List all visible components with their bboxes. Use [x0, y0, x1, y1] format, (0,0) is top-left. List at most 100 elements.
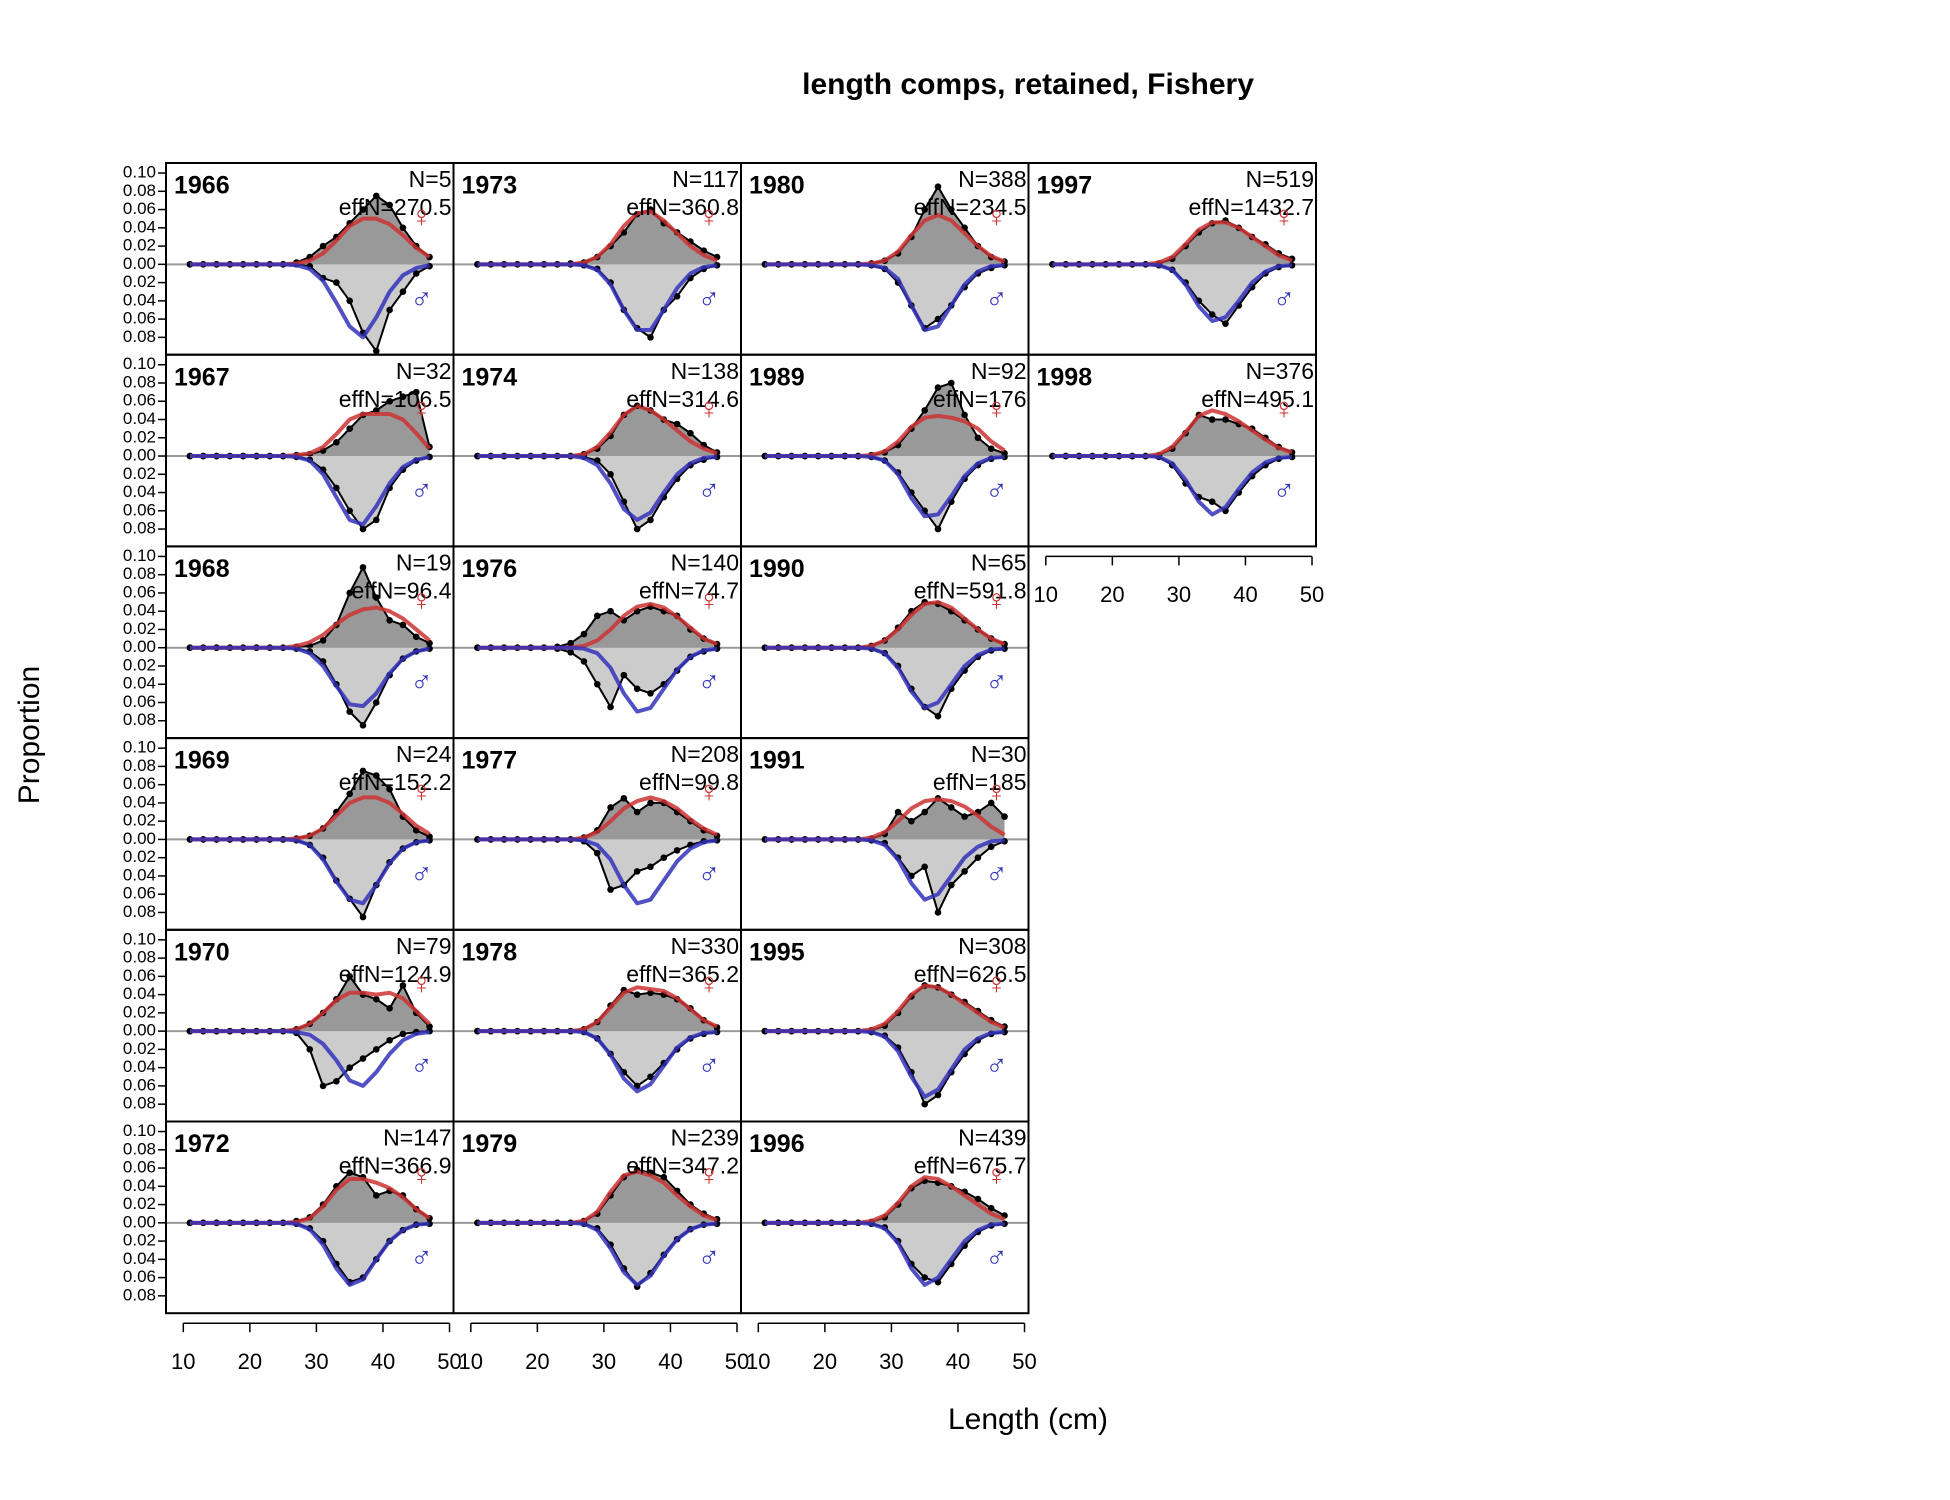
observed-point — [921, 1100, 928, 1108]
observed-point — [647, 863, 654, 871]
observed-point — [386, 1036, 393, 1044]
male-symbol: ♂ — [410, 1050, 433, 1083]
observed-area — [764, 839, 1005, 913]
y-tick-label: 0.06 — [123, 774, 156, 793]
x-tick-label: 40 — [1233, 582, 1257, 607]
female-symbol: ♀ — [410, 967, 433, 1000]
y-tick-label: 0.06 — [123, 391, 156, 410]
x-tick-label: 10 — [171, 1349, 195, 1374]
observed-point — [346, 790, 353, 798]
observed-area — [189, 1172, 430, 1223]
male-symbol: ♂ — [985, 1241, 1008, 1274]
observed-point — [386, 201, 393, 209]
observed-point — [921, 808, 928, 816]
y-tick-label: 0.04 — [123, 674, 156, 693]
observed-point — [987, 1204, 995, 1212]
male-symbol: ♂ — [410, 474, 433, 507]
observed-point — [607, 804, 614, 811]
female-symbol: ♀ — [410, 776, 433, 809]
expected-line — [1052, 262, 1293, 323]
observed-point — [974, 434, 982, 442]
male-symbol: ♂ — [985, 666, 1008, 699]
panel-effn: effN=74.7 — [639, 577, 739, 603]
observed-point — [386, 617, 393, 624]
y-tick-label: 0.10 — [123, 354, 156, 373]
observed-point — [346, 507, 353, 515]
observed-point — [894, 808, 902, 816]
female-symbol: ♀ — [1273, 201, 1296, 234]
observed-area — [189, 456, 430, 530]
observed-point — [974, 854, 982, 861]
panel-n: N=388 — [958, 166, 1026, 192]
y-tick-label: 0.08 — [123, 1139, 156, 1158]
observed-point — [373, 516, 380, 524]
panel-n: N=79 — [396, 933, 452, 959]
y-tick-label: 0.04 — [123, 1249, 156, 1268]
observed-point — [333, 279, 340, 286]
observed-area — [189, 839, 430, 918]
female-symbol: ♀ — [410, 201, 433, 234]
observed-point — [607, 607, 614, 615]
observed-point — [319, 242, 327, 250]
observed-point — [386, 306, 393, 314]
observed-point — [386, 397, 393, 405]
x-tick-label: 50 — [1300, 582, 1324, 607]
y-tick-label: 0.02 — [123, 464, 156, 483]
y-tick-label: 0.04 — [123, 792, 156, 811]
panel-effn: effN=347.2 — [626, 1153, 739, 1179]
male-symbol: ♂ — [698, 474, 721, 507]
y-tick-label: 0.00 — [123, 446, 156, 465]
observed-point — [386, 785, 393, 793]
observed-area — [477, 209, 718, 265]
observed-point — [399, 1030, 407, 1038]
observed-point — [934, 525, 942, 533]
female-symbol: ♀ — [410, 1159, 433, 1192]
male-symbol: ♂ — [1273, 283, 1296, 316]
observed-point — [346, 1169, 353, 1176]
y-tick-label: 0.06 — [123, 884, 156, 903]
y-tick-label: 0.04 — [123, 217, 156, 236]
observed-point — [346, 425, 353, 432]
observed-area — [477, 1031, 718, 1086]
panel-year: 1997 — [1037, 172, 1093, 200]
y-tick-label: 0.00 — [123, 1212, 156, 1231]
x-tick-label: 10 — [746, 1349, 770, 1374]
observed-point — [346, 589, 353, 597]
observed-area — [1052, 414, 1293, 457]
observed-point — [359, 722, 367, 729]
expected-line — [764, 1220, 1005, 1287]
y-tick-label: 0.00 — [123, 637, 156, 656]
observed-point — [319, 637, 327, 644]
observed-point — [412, 270, 420, 277]
observed-area — [477, 1222, 718, 1287]
panel-effn: effN=106.5 — [339, 386, 452, 412]
female-symbol: ♀ — [985, 1159, 1008, 1192]
observed-area — [477, 606, 718, 648]
y-tick-label: 0.08 — [123, 1094, 156, 1113]
x-tick-label: 20 — [525, 1349, 549, 1374]
observed-area — [764, 382, 1005, 457]
observed-point — [607, 470, 614, 478]
observed-point — [987, 843, 995, 851]
x-axis-label: Length (cm) — [948, 1403, 1108, 1436]
observed-point — [921, 1274, 928, 1281]
observed-point — [921, 863, 928, 871]
panel-year: 1996 — [749, 1130, 805, 1158]
y-tick-label: 0.06 — [123, 1158, 156, 1177]
expected-line — [189, 262, 430, 340]
observed-area — [477, 798, 718, 840]
panel-n: N=32 — [396, 358, 452, 384]
panel-effn: effN=1432.7 — [1188, 194, 1314, 220]
expected-line — [189, 645, 430, 709]
observed-point — [306, 1046, 314, 1053]
observed-point — [934, 384, 942, 391]
panel-year: 1968 — [174, 555, 230, 583]
expected-line — [477, 1029, 718, 1094]
panel-effn: effN=234.5 — [914, 194, 1027, 220]
observed-area — [764, 602, 1005, 648]
y-tick-label: 0.06 — [123, 692, 156, 711]
observed-point — [346, 297, 353, 305]
observed-point — [373, 772, 380, 779]
y-tick-label: 0.10 — [123, 163, 156, 182]
male-symbol: ♂ — [698, 1241, 721, 1274]
